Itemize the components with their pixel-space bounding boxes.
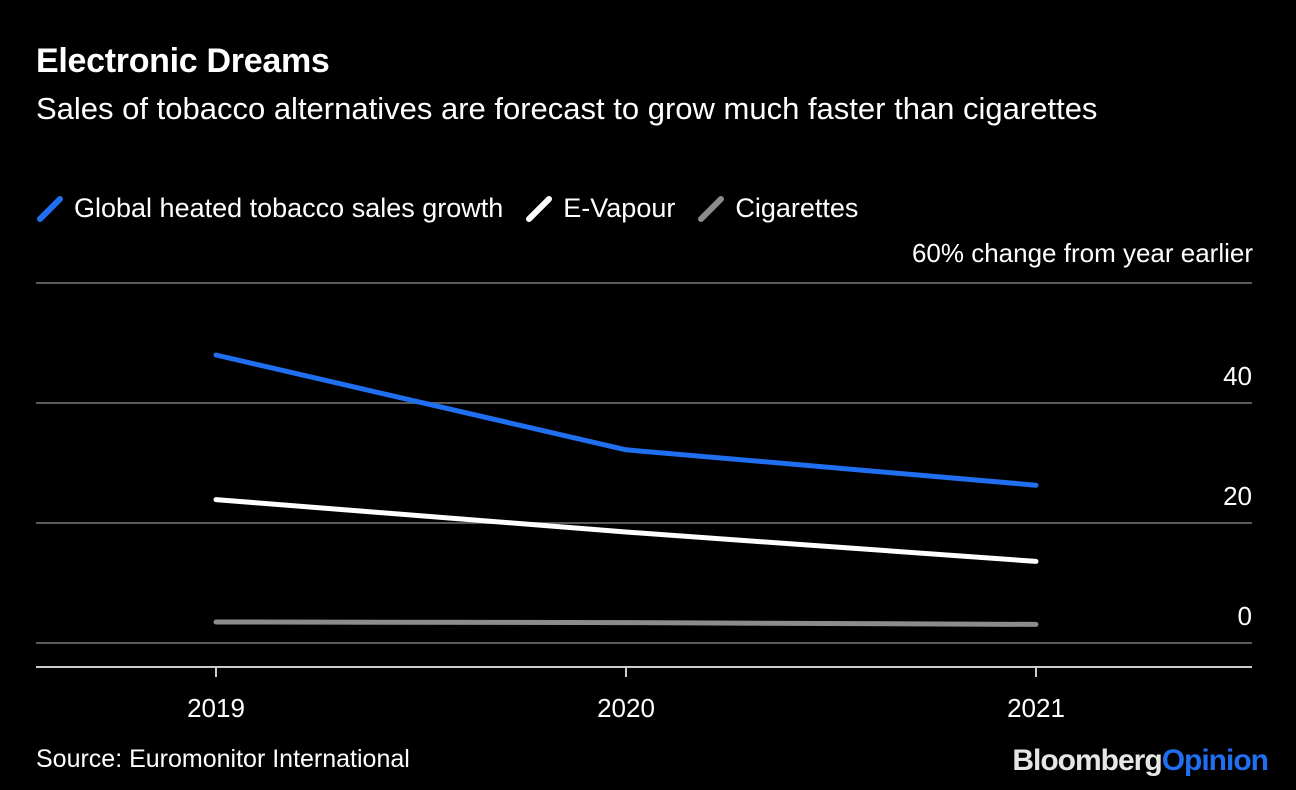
y-tick-label: 40 — [1223, 361, 1252, 391]
x-tick-label: 2020 — [597, 693, 655, 723]
legend-label-cigarettes: Cigarettes — [735, 193, 859, 223]
legend-label-heated-tobacco: Global heated tobacco sales growth — [74, 193, 504, 223]
legend-label-e-vapour: E-Vapour — [563, 193, 676, 223]
chart-subtitle: Sales of tobacco alternatives are foreca… — [36, 91, 1098, 126]
logo-bloomberg-text: Bloomberg — [1012, 744, 1162, 777]
series-line-e-vapour — [213, 497, 1039, 564]
legend-swatch-e-vapour — [526, 195, 553, 222]
y-tick-label: 0 — [1238, 601, 1252, 631]
legend-item-heated-tobacco: Global heated tobacco sales growth — [36, 193, 503, 224]
logo-opinion-text: Opinion — [1161, 744, 1269, 777]
series-line-global-heated-tobacco-sales-growth — [213, 352, 1039, 488]
y-axis-unit-label: 60% change from year earlier — [911, 238, 1253, 268]
x-tick-label: 2019 — [187, 693, 245, 723]
legend-item-cigarettes: Cigarettes — [697, 193, 858, 224]
x-tick-label: 2021 — [1007, 693, 1065, 723]
legend: Global heated tobacco sales growth E-Vap… — [36, 193, 880, 224]
bloomberg-opinion-logo: BloombergOpinion — [1012, 744, 1269, 778]
y-tick-label: 20 — [1223, 481, 1252, 511]
legend-item-e-vapour: E-Vapour — [525, 193, 675, 224]
source-note: Source: Euromonitor International — [36, 745, 410, 773]
legend-swatch-heated-tobacco — [37, 195, 63, 222]
series-line-cigarettes — [213, 619, 1039, 627]
legend-swatch-cigarettes — [698, 195, 725, 222]
chart-title: Electronic Dreams — [36, 42, 330, 80]
